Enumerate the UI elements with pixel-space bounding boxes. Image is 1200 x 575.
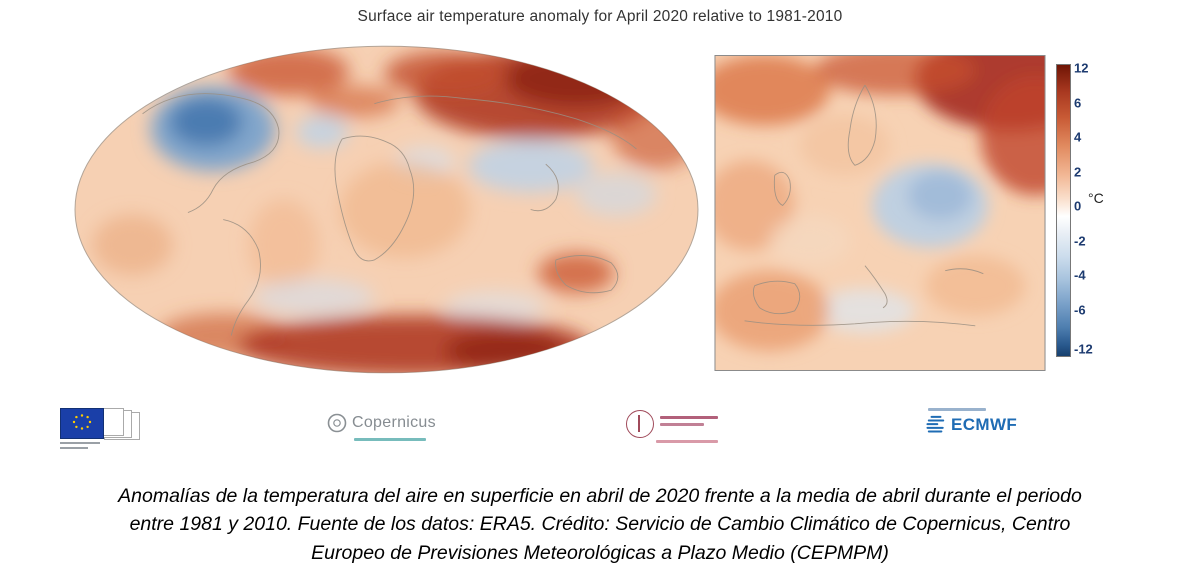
climate-service-logo: [626, 408, 756, 454]
eu-stars-icon: [72, 414, 92, 430]
colorbar-tick: -4: [1074, 267, 1086, 283]
climate-service-smalltext: [656, 440, 718, 443]
ecmwf-smalltext: [928, 408, 986, 411]
climate-service-smalltext: [660, 423, 704, 426]
ecmwf-logo: ECMWF: [926, 408, 1056, 450]
copernicus-tagline: [354, 438, 426, 441]
caption-line: Anomalías de la temperatura del aire en …: [118, 485, 1082, 507]
colorbar-tick: -6: [1074, 302, 1086, 318]
ecmwf-globe-icon: [926, 415, 945, 433]
europe-coastlines: [744, 84, 984, 327]
climate-service-emblem-icon: [626, 410, 654, 438]
ecmwf-wordmark: ECMWF: [951, 415, 1018, 434]
figure-title: Surface air temperature anomaly for Apri…: [357, 8, 843, 25]
copernicus-wordmark: Copernicus: [352, 414, 436, 431]
copernicus-orbit-icon: [327, 413, 347, 433]
eu-logo-smalltext: [60, 447, 88, 449]
climate-service-smalltext: [660, 416, 718, 419]
colorbar-tick: -12: [1074, 341, 1093, 357]
copernicus-logo: Copernicus: [326, 412, 466, 450]
caption-line: Europeo de Previsiones Meteorológicas a …: [311, 541, 889, 564]
colorbar-unit-label: °C: [1088, 190, 1104, 206]
eu-flag: [60, 408, 104, 439]
colorbar-tick: -2: [1074, 233, 1086, 249]
colorbar-tick: 6: [1074, 95, 1082, 111]
colorbar-tick: 4: [1074, 129, 1082, 145]
colorbar-tick: 12: [1074, 60, 1089, 76]
colorbar-tick: 2: [1074, 164, 1082, 180]
world-coastlines: [142, 93, 637, 336]
world-map: [74, 45, 699, 374]
colorbar: [1056, 64, 1071, 357]
figure-caption: Anomalías de la temperatura del aire en …: [0, 482, 1200, 567]
europe-detail-map: [714, 55, 1046, 371]
eu-flag-logo: [60, 404, 150, 456]
eu-logo-smalltext: [60, 442, 100, 444]
colorbar-tick: 0: [1074, 198, 1082, 214]
caption-line: entre 1981 y 2010. Fuente de los datos: …: [129, 513, 1071, 536]
